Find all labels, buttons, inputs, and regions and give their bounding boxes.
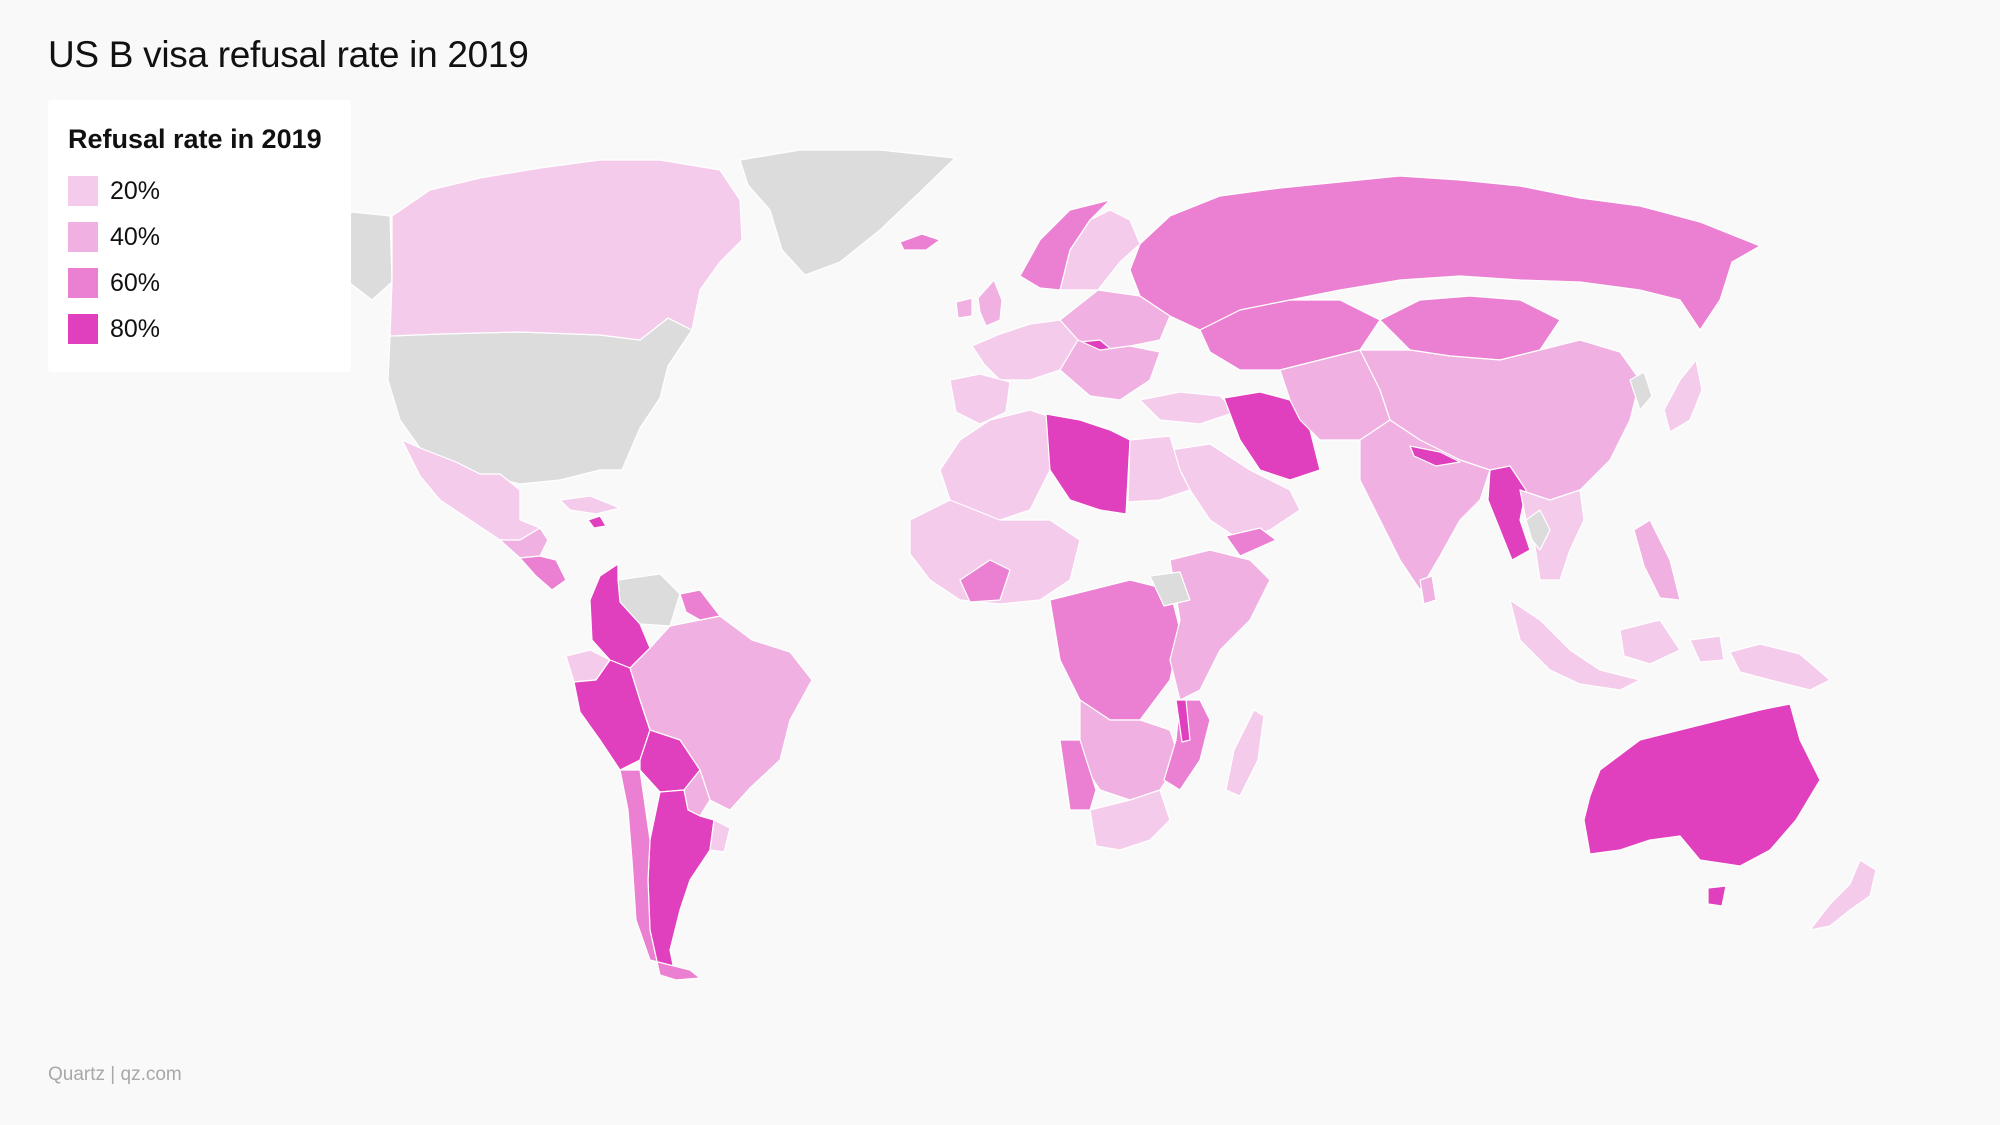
map-region-korea: Korea xyxy=(1629,371,1653,411)
map-region-colombia: Colombia xyxy=(589,563,651,669)
legend-title: Refusal rate in 2019 xyxy=(68,124,322,154)
legend-item-60: 60% xyxy=(68,268,160,298)
map-region-greenland: Greenland xyxy=(739,149,956,276)
map-region-united-kingdom: United Kingdom xyxy=(977,279,1003,327)
map-region-japan: Japan xyxy=(1663,359,1703,433)
legend-label: 40% xyxy=(110,222,161,251)
legend-label: 60% xyxy=(110,268,161,297)
map-region-iceland: Iceland xyxy=(899,233,941,251)
legend-item-80: 80% xyxy=(68,314,160,344)
map-region-mozambique: Mozambique xyxy=(1163,699,1211,791)
map-region-indonesia: Indonesia xyxy=(1509,599,1725,691)
map-region-east-africa: East Africa xyxy=(1169,549,1271,701)
map-legend: Refusal rate in 2019 20% 40% 60% 80% xyxy=(48,100,351,372)
map-region-cuba: Cuba xyxy=(559,495,621,515)
legend-item-40: 40% xyxy=(68,222,160,252)
legend-label: 80% xyxy=(110,314,161,343)
legend-swatch xyxy=(68,176,98,206)
map-region-west-africa: West Africa xyxy=(909,499,1081,605)
map-region-chile: Chile xyxy=(619,769,701,981)
map-region-indochina: Indochina xyxy=(1519,489,1585,581)
map-region-new-guinea: New Guinea xyxy=(1729,643,1831,691)
map-region-new-zealand: New Zealand xyxy=(1809,859,1877,931)
chart-title: US B visa refusal rate in 2019 xyxy=(48,34,529,75)
map-region-philippines: Philippines xyxy=(1633,519,1681,601)
map-region-haiti: Haiti xyxy=(587,515,607,529)
map-region-egypt: Egypt xyxy=(1127,435,1191,503)
map-region-thailand: Thailand xyxy=(1525,509,1551,551)
map-region-namibia: Namibia xyxy=(1059,739,1097,811)
map-region-guyana: Guyana xyxy=(679,589,721,621)
map-region-arabia: Arabia xyxy=(1169,443,1301,541)
map-region-south-africa: South Africa xyxy=(1089,789,1171,851)
map-region-madagascar: Madagascar xyxy=(1225,709,1265,797)
source-credit: Quartz | qz.com xyxy=(48,1064,182,1085)
map-region-balkans: Balkans xyxy=(1059,339,1161,401)
map-region-canada: Canada xyxy=(389,159,743,341)
legend-item-20: 20% xyxy=(68,176,160,206)
map-region-nepal: Nepal xyxy=(1409,445,1461,467)
map-region-iberia: Iberia xyxy=(949,373,1011,425)
map-region-ireland: Ireland xyxy=(955,297,973,319)
legend-swatch xyxy=(68,222,98,252)
map-region-turkey: Turkey xyxy=(1139,391,1237,425)
map-region-mexico: Mexico xyxy=(401,439,541,541)
legend-swatch xyxy=(68,314,98,344)
map-region-myanmar: Myanmar xyxy=(1487,465,1531,561)
map-region-iran: Iran xyxy=(1223,391,1321,481)
map-region-central-africa: Central Africa xyxy=(1049,579,1181,721)
map-region-australia: Australia xyxy=(1583,703,1821,867)
map-region-argentina: Argentina xyxy=(647,789,715,981)
map-region-tasmania: Tasmania xyxy=(1707,885,1727,907)
map-region-yemen: Yemen xyxy=(1225,527,1277,557)
map-region-libya: Libya xyxy=(1045,413,1131,515)
map-region-norway: Norway xyxy=(1019,199,1111,291)
legend-label: 20% xyxy=(110,176,161,205)
map-region-south-sudan: South Sudan xyxy=(1149,571,1191,607)
map-region-malawi: Malawi xyxy=(1175,699,1191,743)
legend-swatch xyxy=(68,268,98,298)
map-region-nicaragua: Nicaragua xyxy=(519,555,567,591)
map-region-sri-lanka: Sri Lanka xyxy=(1419,575,1437,605)
map-region-uruguay: Uruguay xyxy=(709,819,731,853)
map-region-ghana: Ghana xyxy=(959,559,1011,603)
